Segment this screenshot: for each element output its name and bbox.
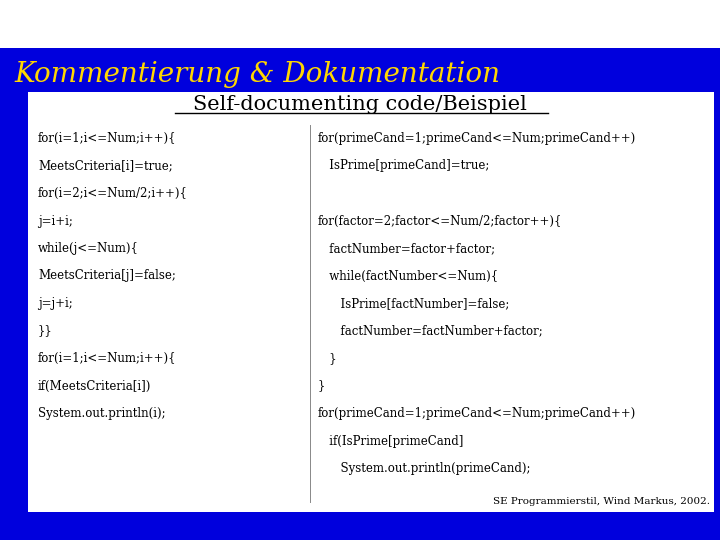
Text: factNumber=factNumber+factor;: factNumber=factNumber+factor; [318, 325, 543, 338]
Text: Kommentierung & Dokumentation: Kommentierung & Dokumentation [14, 60, 500, 87]
FancyBboxPatch shape [28, 92, 714, 512]
Text: for(i=1;i<=Num;i++){: for(i=1;i<=Num;i++){ [38, 352, 176, 365]
Text: while(factNumber<=Num){: while(factNumber<=Num){ [318, 269, 498, 282]
FancyBboxPatch shape [0, 0, 720, 48]
Text: IsPrime[factNumber]=false;: IsPrime[factNumber]=false; [318, 297, 509, 310]
Text: }: } [318, 352, 337, 365]
Text: for(primeCand=1;primeCand<=Num;primeCand++): for(primeCand=1;primeCand<=Num;primeCand… [318, 132, 636, 145]
Text: while(j<=Num){: while(j<=Num){ [38, 242, 139, 255]
Text: }}: }} [38, 325, 53, 338]
Text: SE Programmierstil, Wind Markus, 2002.: SE Programmierstil, Wind Markus, 2002. [493, 497, 710, 506]
Text: IsPrime[primeCand]=true;: IsPrime[primeCand]=true; [318, 159, 490, 172]
Text: for(primeCand=1;primeCand<=Num;primeCand++): for(primeCand=1;primeCand<=Num;primeCand… [318, 407, 636, 420]
Text: for(i=2;i<=Num/2;i++){: for(i=2;i<=Num/2;i++){ [38, 187, 188, 200]
Text: for(i=1;i<=Num;i++){: for(i=1;i<=Num;i++){ [38, 132, 176, 145]
Text: MeetsCriteria[i]=true;: MeetsCriteria[i]=true; [38, 159, 173, 172]
Text: Self-documenting code/Beispiel: Self-documenting code/Beispiel [193, 94, 527, 113]
Text: j=i+i;: j=i+i; [38, 214, 73, 227]
Text: for(factor=2;factor<=Num/2;factor++){: for(factor=2;factor<=Num/2;factor++){ [318, 214, 562, 227]
Text: if(IsPrime[primeCand]: if(IsPrime[primeCand] [318, 435, 464, 448]
Text: }: } [318, 380, 325, 393]
Text: j=j+i;: j=j+i; [38, 297, 73, 310]
Text: System.out.println(primeCand);: System.out.println(primeCand); [318, 462, 531, 475]
Text: System.out.println(i);: System.out.println(i); [38, 407, 166, 420]
Text: MeetsCriteria[j]=false;: MeetsCriteria[j]=false; [38, 269, 176, 282]
Text: if(MeetsCriteria[i]): if(MeetsCriteria[i]) [38, 380, 151, 393]
Text: factNumber=factor+factor;: factNumber=factor+factor; [318, 242, 495, 255]
